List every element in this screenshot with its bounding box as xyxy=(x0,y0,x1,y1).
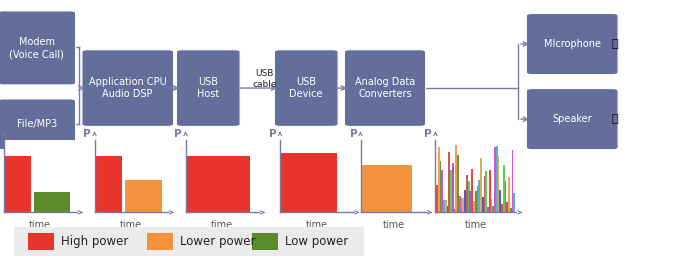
Text: Modem
(Voice Call): Modem (Voice Call) xyxy=(9,37,64,59)
Bar xyxy=(487,207,489,212)
Bar xyxy=(454,209,456,212)
Bar xyxy=(443,200,445,212)
FancyBboxPatch shape xyxy=(252,233,279,250)
Text: P: P xyxy=(83,129,91,139)
FancyBboxPatch shape xyxy=(0,99,76,150)
Bar xyxy=(4,156,32,212)
Bar xyxy=(513,193,515,212)
Text: Analog Data
Converters: Analog Data Converters xyxy=(355,77,415,99)
Bar xyxy=(457,155,459,212)
Text: Lower power: Lower power xyxy=(181,235,256,248)
Bar xyxy=(508,177,510,212)
Text: Speaker: Speaker xyxy=(552,114,592,124)
Bar xyxy=(449,152,450,212)
Text: time: time xyxy=(120,220,142,231)
Bar xyxy=(440,161,442,212)
Bar xyxy=(473,201,475,212)
Bar xyxy=(482,197,484,212)
Text: Low power: Low power xyxy=(286,235,349,248)
Text: USB
cable: USB cable xyxy=(253,69,277,89)
Bar xyxy=(501,204,503,212)
FancyBboxPatch shape xyxy=(7,226,371,257)
Text: High power: High power xyxy=(62,235,129,248)
Bar xyxy=(94,156,122,212)
Text: time: time xyxy=(465,220,486,231)
Bar xyxy=(360,165,412,212)
Bar xyxy=(470,191,471,212)
Bar xyxy=(456,146,457,212)
Text: MIcrophone: MIcrophone xyxy=(544,39,601,49)
FancyBboxPatch shape xyxy=(147,233,174,250)
Bar xyxy=(510,208,512,212)
Bar xyxy=(471,169,473,212)
Bar xyxy=(466,175,468,212)
Text: time: time xyxy=(383,220,405,231)
Bar xyxy=(445,200,447,212)
Text: USB
Host: USB Host xyxy=(197,77,219,99)
Text: P: P xyxy=(424,129,431,139)
Bar xyxy=(475,191,477,212)
Bar xyxy=(186,156,250,212)
FancyBboxPatch shape xyxy=(176,50,240,126)
Bar xyxy=(492,206,494,212)
Bar xyxy=(496,146,498,212)
Bar xyxy=(436,185,438,212)
Bar xyxy=(442,170,443,212)
Bar xyxy=(498,156,499,212)
FancyBboxPatch shape xyxy=(82,50,174,126)
Bar xyxy=(34,192,69,212)
Text: File/MP3: File/MP3 xyxy=(17,119,57,129)
Bar xyxy=(438,147,440,212)
Text: time: time xyxy=(306,220,328,231)
Bar xyxy=(484,176,485,212)
Bar xyxy=(461,198,463,212)
Text: P: P xyxy=(269,129,276,139)
Bar xyxy=(489,170,491,212)
Bar xyxy=(463,198,464,212)
Bar xyxy=(464,190,466,212)
Bar xyxy=(480,158,482,212)
Text: P: P xyxy=(174,129,182,139)
Bar xyxy=(125,180,162,212)
Bar xyxy=(477,186,478,212)
Bar xyxy=(468,181,470,212)
Text: 🎤: 🎤 xyxy=(611,39,617,49)
FancyBboxPatch shape xyxy=(28,233,55,250)
Text: time: time xyxy=(211,220,233,231)
Bar xyxy=(485,171,487,212)
Bar xyxy=(505,181,506,212)
Text: P: P xyxy=(350,129,358,139)
Bar xyxy=(503,164,505,212)
Bar xyxy=(450,170,452,212)
Bar xyxy=(512,149,513,212)
Bar xyxy=(452,163,454,212)
Bar xyxy=(447,206,449,212)
Bar xyxy=(478,180,480,212)
Bar xyxy=(494,147,496,212)
FancyBboxPatch shape xyxy=(0,11,76,85)
FancyBboxPatch shape xyxy=(344,50,426,126)
FancyBboxPatch shape xyxy=(274,50,338,126)
Bar xyxy=(499,190,501,212)
Bar xyxy=(506,202,508,212)
Text: 🔊: 🔊 xyxy=(611,114,617,124)
Text: time: time xyxy=(29,220,51,231)
Bar xyxy=(280,153,337,212)
Text: Application CPU
Audio DSP: Application CPU Audio DSP xyxy=(89,77,167,99)
Text: USB
Device: USB Device xyxy=(290,77,323,99)
FancyBboxPatch shape xyxy=(526,89,618,150)
FancyBboxPatch shape xyxy=(526,13,618,75)
Bar xyxy=(459,196,461,212)
Bar xyxy=(491,199,492,212)
